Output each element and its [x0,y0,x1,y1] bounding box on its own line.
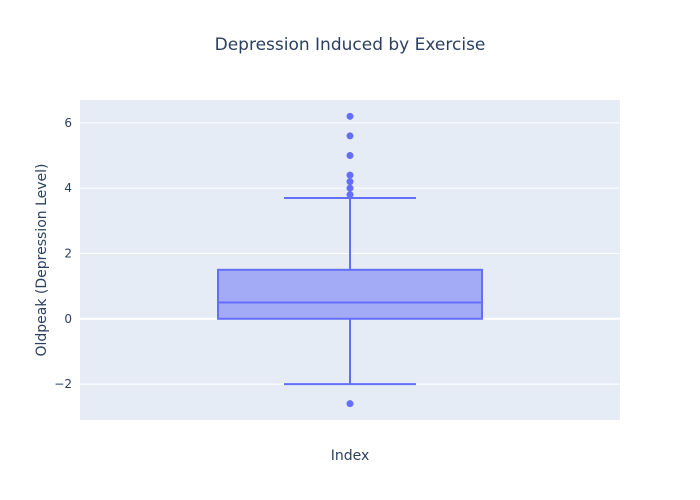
outlier-point [346,132,354,140]
y-axis-ticks: −2 0 2 4 6 [54,116,72,391]
x-axis-label: Index [331,448,370,464]
y-tick-label: 6 [64,116,72,130]
outlier-point [346,152,354,160]
outlier-point [346,184,354,192]
outlier-point [346,171,354,179]
box-plot [217,196,483,386]
outlier-point [346,191,354,199]
interquartile-box [217,268,483,320]
y-tick-label: −2 [54,377,72,391]
outlier-points [346,112,354,408]
y-tick-label: 4 [64,181,72,195]
y-tick-label: 0 [64,312,72,326]
outlier-point [346,400,354,408]
y-tick-label: 2 [64,246,72,260]
y-axis-label: Oldpeak (Depression Level) [34,163,50,356]
outlier-point [346,112,354,120]
chart-title: Depression Induced by Exercise [215,35,486,55]
outlier-point [346,178,354,186]
